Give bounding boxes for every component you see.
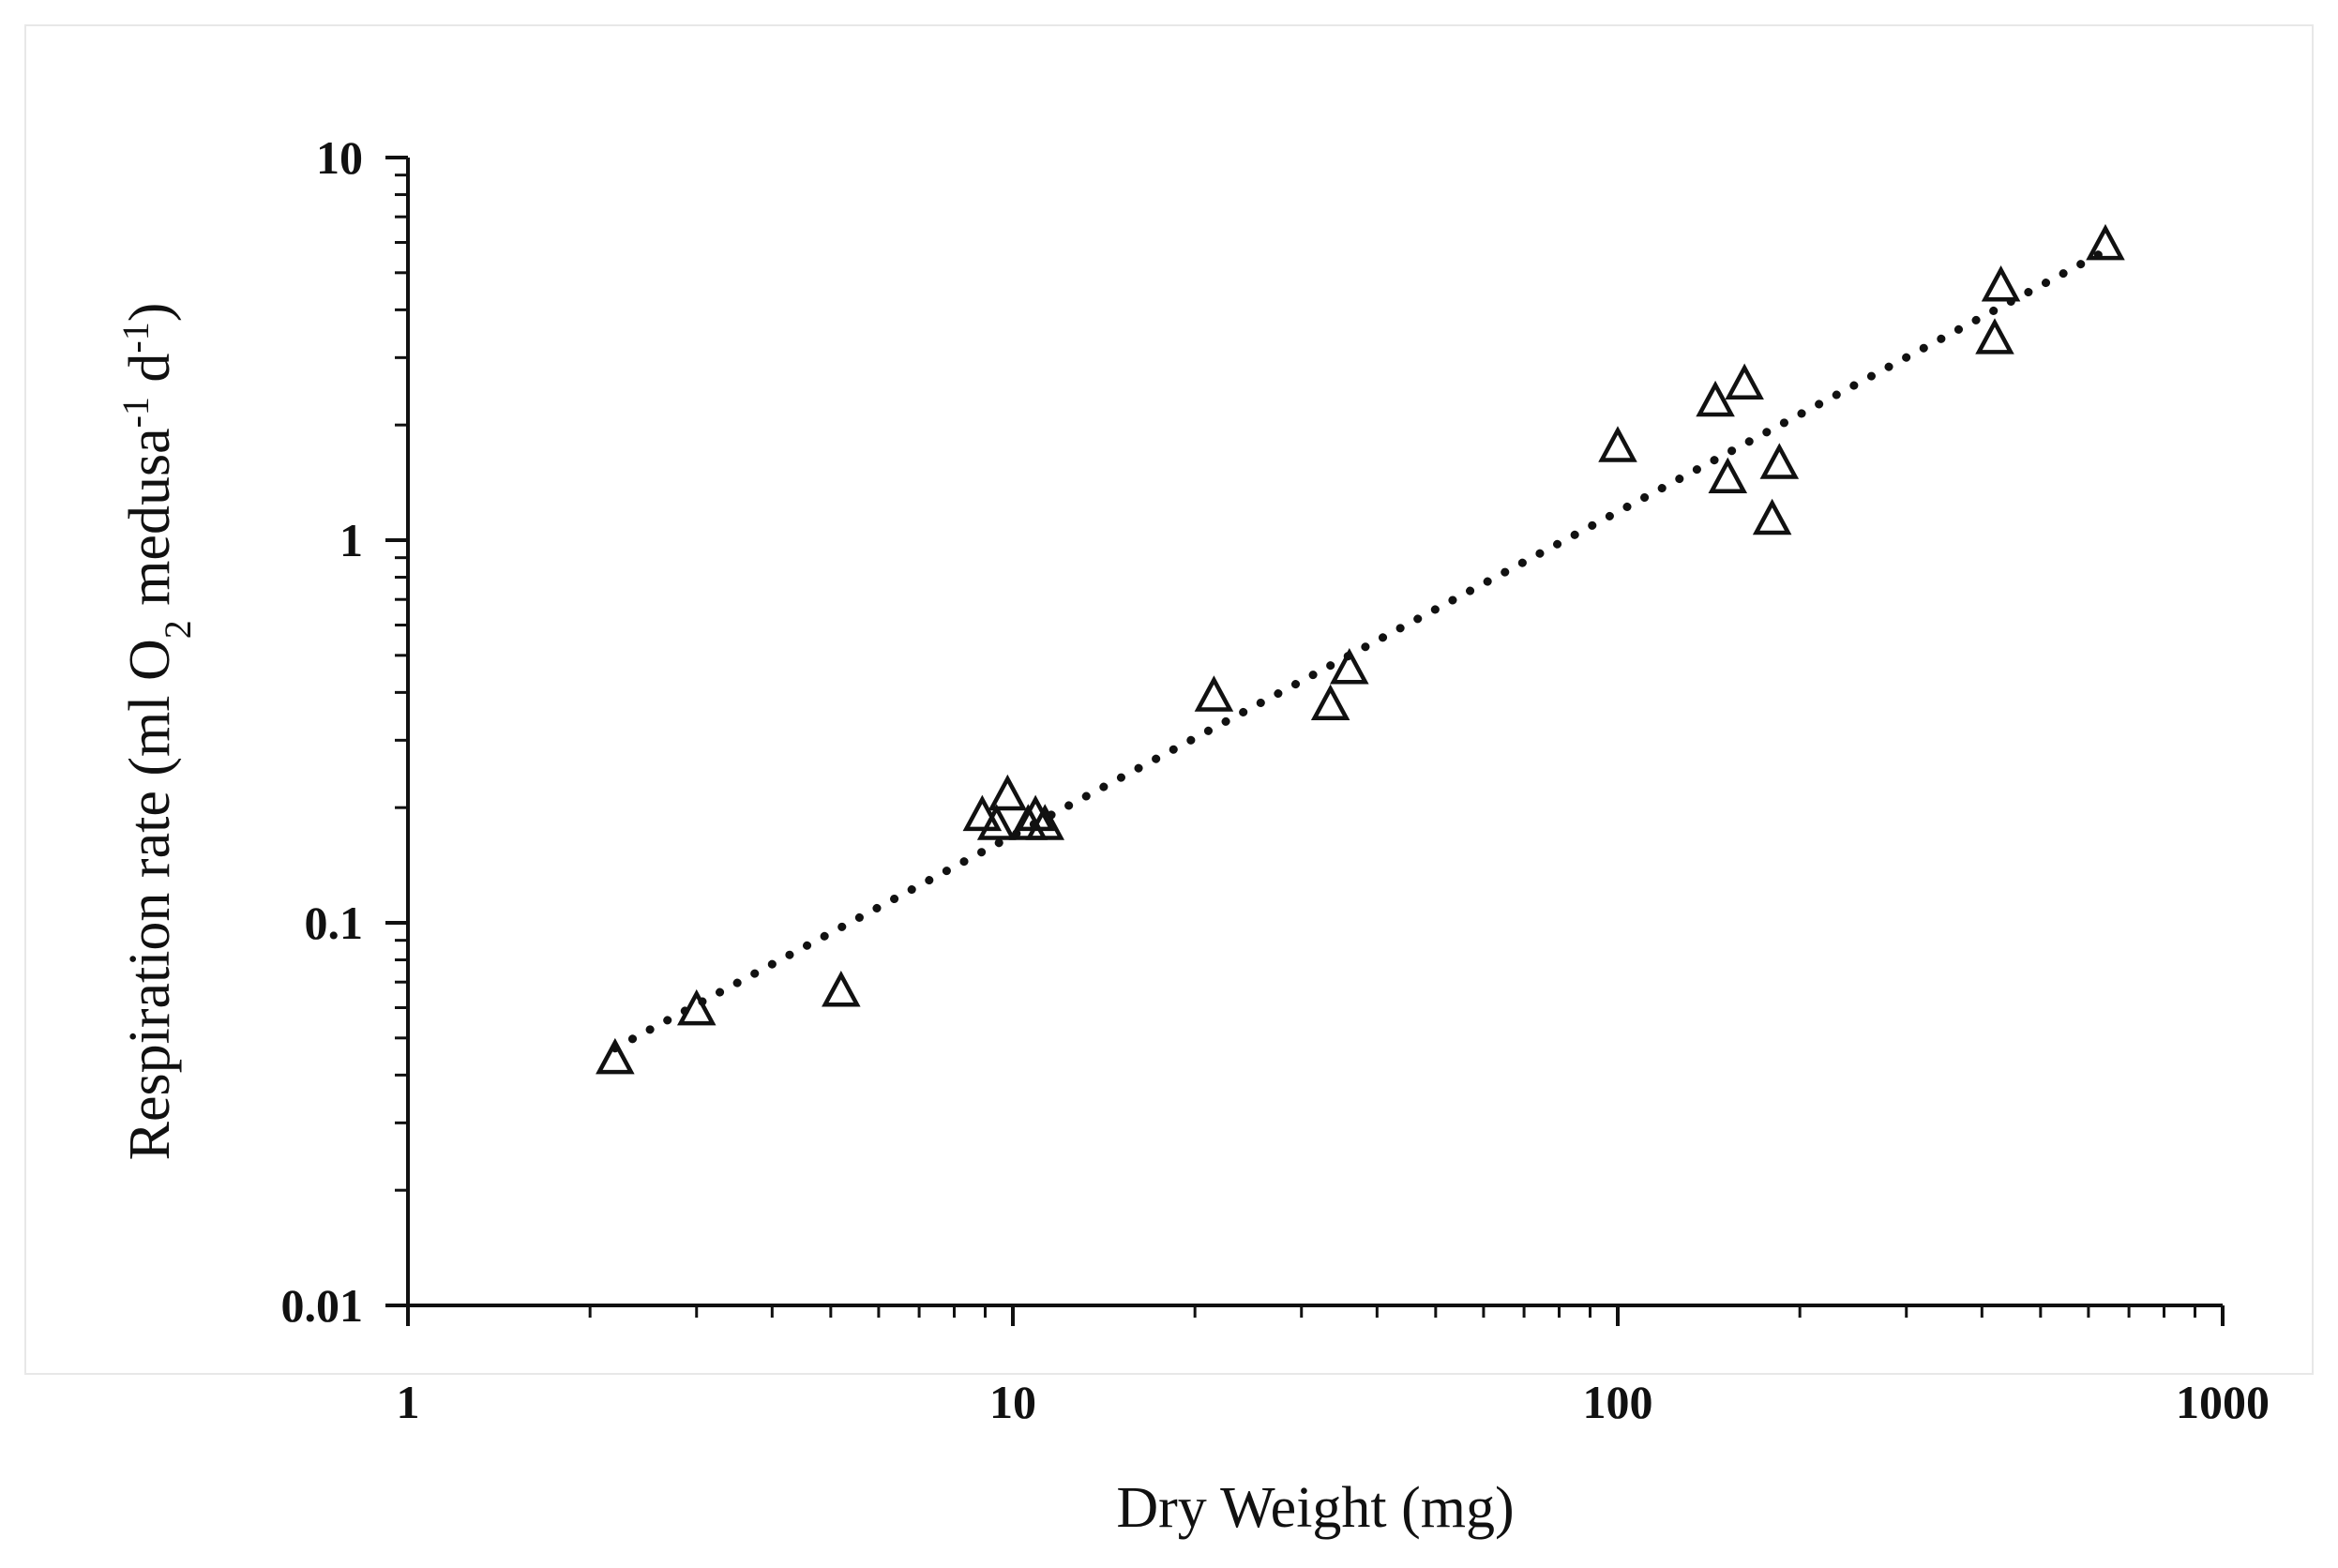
y-axis-title: Respiration rate (ml O2 medusa-1 d-1) (114, 303, 199, 1161)
x-axis-title: Dry Weight (mg) (1116, 1476, 1514, 1540)
trendline-group (611, 247, 2110, 1053)
y-title-main: Respiration rate (ml O (118, 639, 182, 1160)
data-point-triangle (1975, 318, 2014, 354)
figure-frame (24, 24, 2314, 1375)
data-point-triangle (1752, 498, 1792, 535)
y-tick-label: 10 (316, 131, 363, 184)
y-tick-label: 0.01 (281, 1279, 364, 1332)
data-point-triangle (1725, 363, 1764, 400)
data-point-triangle (976, 804, 1017, 840)
axes-group (406, 158, 2223, 1307)
y-title-end: ) (118, 303, 182, 323)
y-title-middle2: d (118, 354, 182, 398)
trendline (611, 247, 2110, 1053)
data-point-triangle (1696, 380, 1735, 417)
x-tick-label: 1 (397, 1376, 420, 1428)
data-point-triangle (1194, 675, 1234, 712)
markers-group (596, 223, 2125, 1075)
data-point-triangle (596, 1037, 635, 1075)
data-point-triangle (1310, 684, 1350, 721)
major-ticks-group (385, 156, 2225, 1326)
y-tick-label: 0.1 (305, 897, 364, 949)
x-tick-label: 10 (989, 1376, 1036, 1428)
x-tick-label: 1000 (2176, 1376, 2270, 1428)
data-point-triangle (676, 988, 716, 1026)
data-point-triangle (962, 794, 1003, 832)
y-title-sub: 2 (157, 620, 199, 639)
y-title-sup1: -1 (114, 397, 157, 428)
y-title-middle: medusa (118, 428, 182, 620)
tick-labels-group: 1 10 100 1000 0.01 0.1 1 10 (281, 131, 2270, 1428)
data-point-triangle (1025, 804, 1065, 840)
data-point-triangle (1708, 457, 1748, 494)
data-point-triangle (988, 774, 1028, 811)
data-point-triangle (1759, 443, 1800, 479)
y-tick-label: 1 (339, 514, 363, 566)
data-point-triangle (2086, 223, 2125, 261)
y-title-sup2: -1 (114, 322, 157, 353)
minor-ticks-group (395, 173, 2196, 1318)
x-tick-label: 100 (1583, 1376, 1653, 1428)
data-point-triangle (1598, 426, 1637, 462)
data-point-triangle (1330, 648, 1369, 685)
data-point-triangle (822, 971, 861, 1007)
data-point-triangle (1981, 265, 2021, 302)
